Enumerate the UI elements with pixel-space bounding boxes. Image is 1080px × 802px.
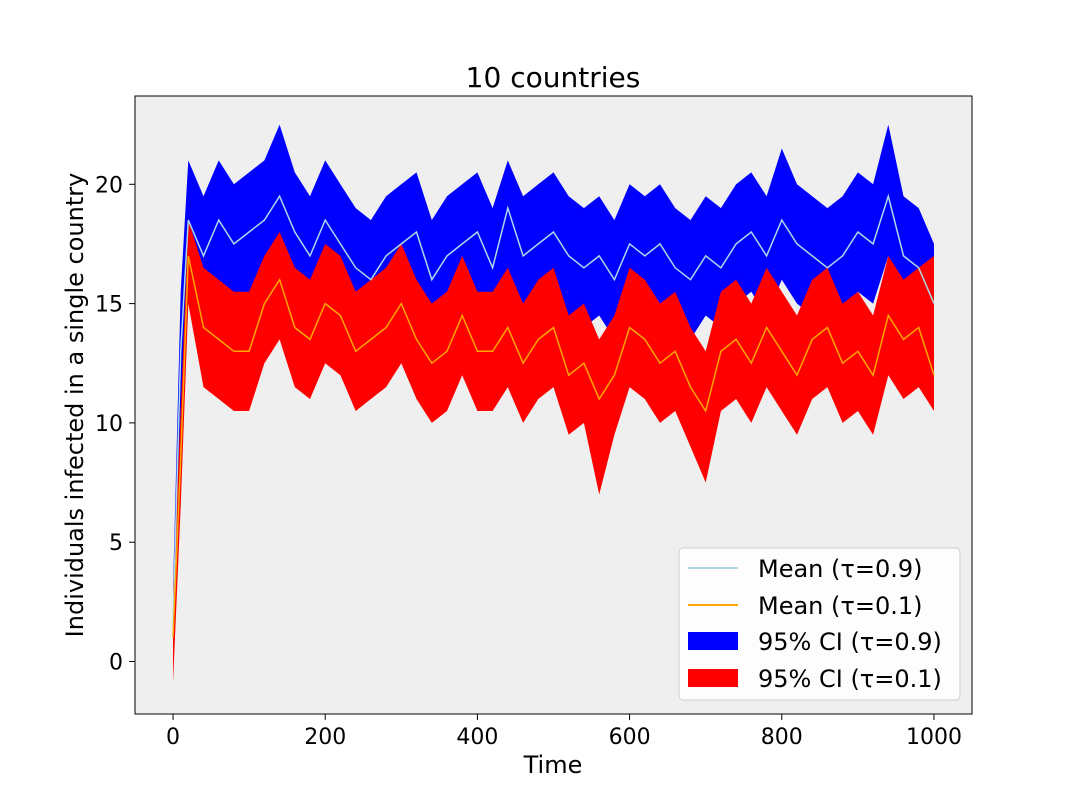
legend-label-ci-tau-0-9: 95% CI (τ=0.9) xyxy=(758,628,942,656)
legend-label-ci-tau-0-1: 95% CI (τ=0.1) xyxy=(758,665,942,693)
legend-swatch-ci-tau-0-1 xyxy=(688,669,738,687)
x-tick-label: 600 xyxy=(609,725,651,750)
y-tick-label: 15 xyxy=(95,293,123,318)
x-axis-label: Time xyxy=(523,751,583,779)
y-tick-label: 5 xyxy=(109,531,123,556)
ci-band-0 xyxy=(173,124,934,650)
y-axis-label: Individuals infected in a single country xyxy=(61,173,89,638)
mean-line-1 xyxy=(172,255,935,638)
ci-band-1 xyxy=(173,220,934,683)
legend-frame xyxy=(678,547,961,701)
series-layer xyxy=(172,124,935,683)
plot-frame xyxy=(134,95,973,715)
x-tick-label: 400 xyxy=(456,725,498,750)
x-axis: 0 200 400 600 800 1000 xyxy=(166,714,962,750)
y-axis: 0 5 10 15 20 xyxy=(95,173,135,676)
mean-line-0 xyxy=(172,193,935,626)
chart-title: 10 countries xyxy=(466,61,641,94)
x-tick-label: 0 xyxy=(166,725,180,750)
y-tick-label: 0 xyxy=(109,651,123,676)
legend-swatch-ci-tau-0-9 xyxy=(688,632,738,650)
x-tick-label: 800 xyxy=(761,725,803,750)
legend: Mean (τ=0.9) Mean (τ=0.1) 95% CI (τ=0.9)… xyxy=(678,547,961,701)
legend-label-mean-tau-0-1: Mean (τ=0.1) xyxy=(758,592,922,620)
x-tick-label: 200 xyxy=(304,725,346,750)
y-tick-label: 20 xyxy=(95,173,123,198)
x-tick-label: 1000 xyxy=(906,725,962,750)
y-tick-label: 10 xyxy=(95,412,123,437)
legend-label-mean-tau-0-9: Mean (τ=0.9) xyxy=(758,555,922,583)
